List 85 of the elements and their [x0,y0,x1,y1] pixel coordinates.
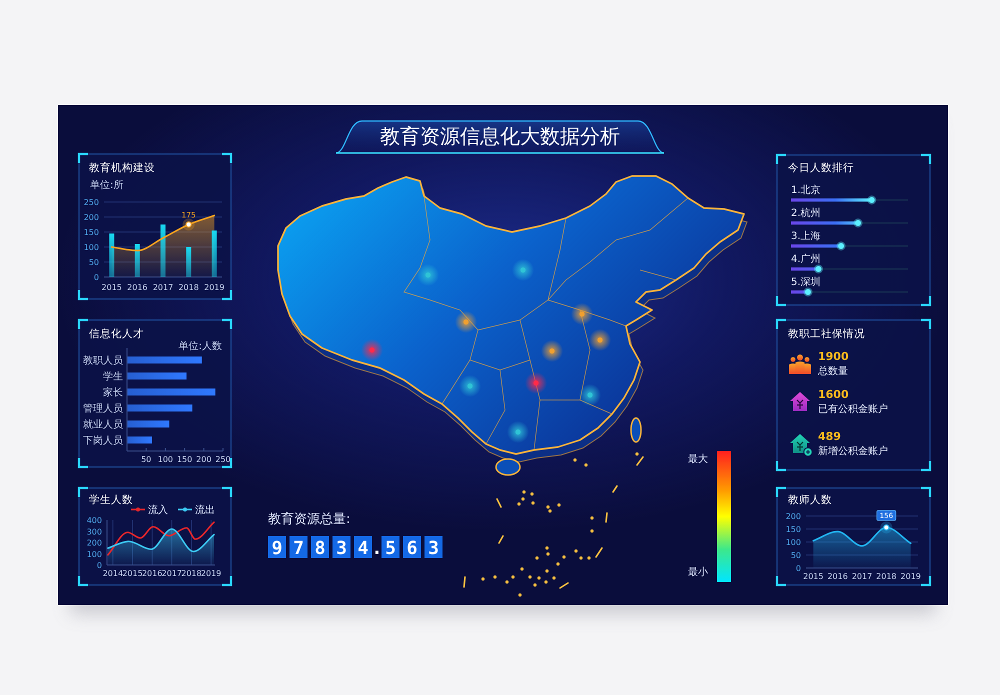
y-tick-label: 200 [84,213,99,222]
bar [127,372,187,380]
bar [127,436,152,444]
y-tick-label: 5.深圳 [791,276,821,288]
y-tick-label: 50 [790,551,801,560]
x-tick-label: 2014 [102,569,124,578]
x-tick-label: 2018 [876,572,897,581]
y-tick-label: 400 [86,516,102,525]
y-tick-label: 100 [86,550,102,559]
y-tick-label: 250 [84,198,99,207]
bar [134,244,140,277]
x-tick-label: 50 [141,455,152,464]
x-tick-label: 200 [196,455,212,464]
y-tick-label: 2.杭州 [791,207,821,219]
point [854,218,863,228]
bar [127,356,202,364]
chart-title: 学生人数 [89,493,133,506]
y-tick-label: 下岗人员 [83,434,123,446]
x-tick-label: 2016 [827,572,848,581]
x-tick-label: 2019 [204,283,224,292]
x-tick-label: 2018 [178,283,199,292]
y-tick-label: 教职人员 [83,356,123,366]
bar [109,234,114,277]
text: 最小 [688,566,708,578]
bar [160,224,166,277]
y-tick-label: 300 [86,527,102,536]
x-tick-label: 2015 [102,283,122,292]
y-tick-label: 200 [86,538,102,548]
point [803,288,812,296]
y-tick-label: 就业人员 [83,418,123,430]
text: 教职工社保情况 [788,327,865,340]
x-tick-label: 150 [176,455,192,464]
x-tick-label: 2016 [127,283,148,292]
x-tick-label: 250 [215,455,231,464]
x-tick-label: 2015 [803,572,824,581]
y-tick-label: 100 [84,243,99,252]
y-tick-label: 0 [96,561,102,570]
legend-label: 流出 [195,504,215,516]
x-tick-label: 2017 [162,569,182,578]
x-tick-label: 2019 [200,569,222,578]
data-label: 489 [818,430,841,443]
chart-title: 教师人数 [788,494,832,506]
x-tick-label: 100 [158,455,174,464]
line-series [107,521,215,556]
text: 教育资源信息化大数据分析 [380,124,620,148]
y-tick-label: 150 [786,525,801,534]
y-tick-label: 管理人员 [83,404,123,414]
category-label: 已有公积金账户 [818,403,888,415]
text: 教育资源总量: [268,511,350,527]
y-tick-label: 50 [88,258,99,267]
y-tick-label: 150 [84,228,99,237]
x-tick-label: 2015 [122,569,143,578]
y-tick-label: 家长 [103,386,123,398]
x-tick-label: 2017 [852,572,872,581]
x-tick-label: 2018 [181,569,202,578]
x-tick-label: 2017 [152,283,174,292]
y-tick-label: 3.上海 [791,230,821,242]
category-label: 总数量 [817,365,848,377]
data-label: 1900 [818,350,849,363]
point [836,242,846,250]
x-axis-title: 单位:人数 [178,340,222,352]
y-tick-label: 0 [796,564,801,573]
y-tick-label: 4.广州 [791,253,821,265]
legend-label: 流入 [148,504,168,516]
text: 最大 [688,453,708,465]
chart-title: 今日人数排行 [788,162,854,174]
bar [127,420,170,428]
data-label: 1600 [818,388,849,401]
bar [127,404,192,412]
chart-title: 教育机构建设 [89,161,155,174]
chart-title: 信息化人才 [89,327,144,340]
x-tick-label: 2019 [900,572,921,581]
y-tick-label: 200 [786,512,801,521]
bar [212,230,217,277]
y-tick-label: 1.北京 [791,184,821,196]
y-tick-label: 100 [786,538,801,547]
bar [186,247,192,277]
x-tick-label: 2016 [142,569,162,578]
point [867,196,876,204]
point [814,264,823,274]
y-axis-title: 单位:所 [90,179,124,191]
bar [127,388,216,396]
category-label: 新增公积金账户 [818,445,888,457]
y-tick-label: 0 [94,273,99,282]
y-tick-label: 学生 [103,370,123,382]
